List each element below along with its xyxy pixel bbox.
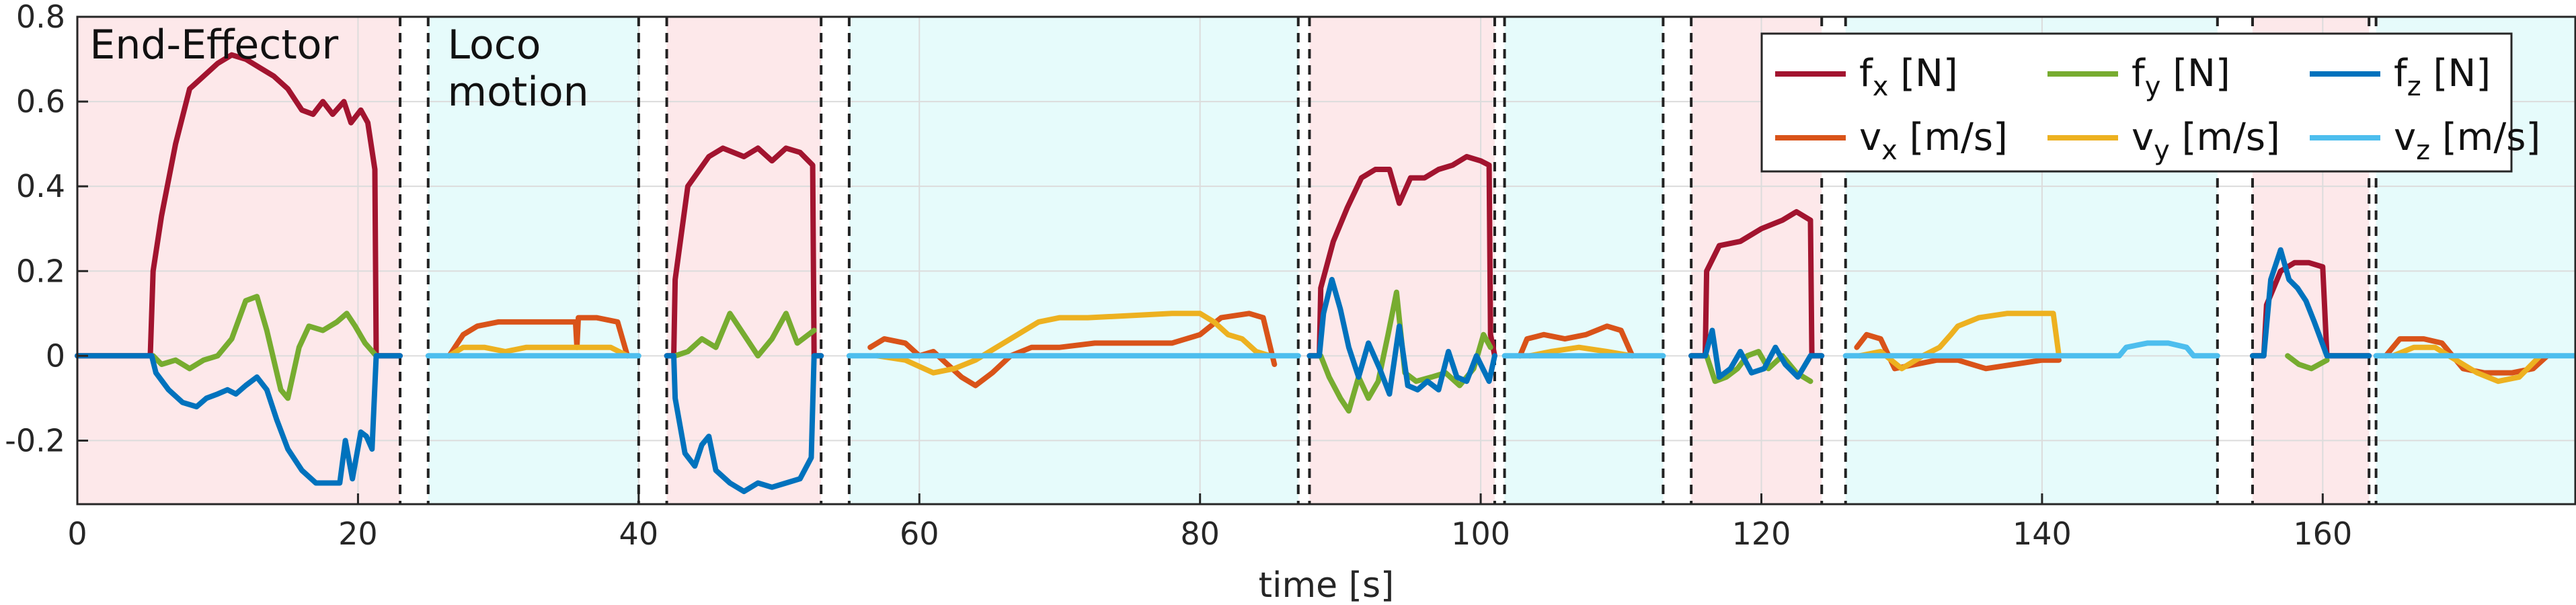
series-line-vy: [1857, 311, 2062, 372]
x-tick-label: 140: [2013, 516, 2072, 552]
plot-frame: [76, 15, 2576, 506]
legend-label-fx: fx [N]: [1859, 52, 1958, 102]
series-line-fz: [664, 353, 824, 495]
legend-box: [1760, 32, 2513, 173]
x-tick-label: 120: [1732, 516, 1791, 552]
series-line-vx: [1854, 331, 2062, 372]
series-line-fx: [1688, 209, 1825, 359]
legend-label-vz: vz [m/s]: [2394, 116, 2540, 166]
annotation-locomotion: Loco: [448, 22, 541, 69]
series-line-fz: [75, 353, 403, 486]
series-line-fy: [2285, 353, 2330, 372]
phase-band-locomotion: [1504, 17, 1664, 504]
series-line-fz: [1688, 327, 1825, 380]
series-line-fx: [75, 52, 403, 359]
series-line-fx: [1306, 154, 1497, 359]
x-tick-label: 60: [900, 516, 939, 552]
series-line-vx: [1517, 323, 1635, 359]
x-tick-label: 0: [67, 516, 87, 552]
y-tick-label: 0: [46, 337, 65, 374]
phase-band-end-effector: [77, 17, 401, 504]
series-line-vy: [1527, 344, 1635, 359]
legend: fx [N] fy [N] fz [N] vx [m/s] vy [m/s] vz [m/…: [1760, 32, 2540, 173]
y-tick-label: 0.6: [16, 83, 65, 120]
phase-band-end-effector: [1309, 17, 1495, 504]
phase-band-end-effector: [666, 17, 822, 504]
x-tick-label: 40: [619, 516, 659, 552]
series-line-vx: [446, 315, 631, 359]
legend-label-vx: vx [m/s]: [1859, 116, 2008, 166]
x-tick-label: 160: [2293, 516, 2352, 552]
y-tick-label: 0.8: [16, 0, 65, 35]
x-tick-label: 100: [1451, 516, 1510, 552]
y-tick-label: 0.4: [16, 168, 65, 204]
y-tick-label: -0.2: [5, 422, 65, 458]
series-line-fy: [672, 311, 817, 359]
series-line-fy: [150, 294, 379, 401]
axes: 0 20 40 60 80 100 120 140 160 -0.2 0 0.2 0.4 0.6 0.8: [5, 0, 2576, 552]
annotation-end-effector: End-Effector: [89, 22, 338, 69]
series-line-vy: [446, 344, 631, 359]
series-lines: [75, 52, 2576, 495]
series-line-vz: [1842, 340, 2220, 359]
x-axis-label: time [s]: [1259, 565, 1395, 605]
series-line-fx: [664, 145, 824, 359]
legend-label-fz: fz [N]: [2394, 52, 2491, 102]
phase-band-locomotion: [849, 17, 1298, 504]
x-tick-label: 20: [338, 516, 378, 552]
series-line-vy: [874, 311, 1273, 376]
phase-band-locomotion: [428, 17, 639, 504]
annotation-locomotion: motion: [448, 69, 589, 116]
x-tick-label: 80: [1180, 516, 1220, 552]
series-line-vy: [2390, 344, 2543, 385]
series-line-fz: [2250, 247, 2372, 359]
series-line-fz: [1306, 276, 1497, 397]
legend-label-vy: vy [m/s]: [2132, 116, 2280, 166]
phase-backgrounds: [77, 17, 2575, 504]
y-tick-label: 0.2: [16, 253, 65, 289]
legend-label-fy: fy [N]: [2132, 52, 2230, 102]
